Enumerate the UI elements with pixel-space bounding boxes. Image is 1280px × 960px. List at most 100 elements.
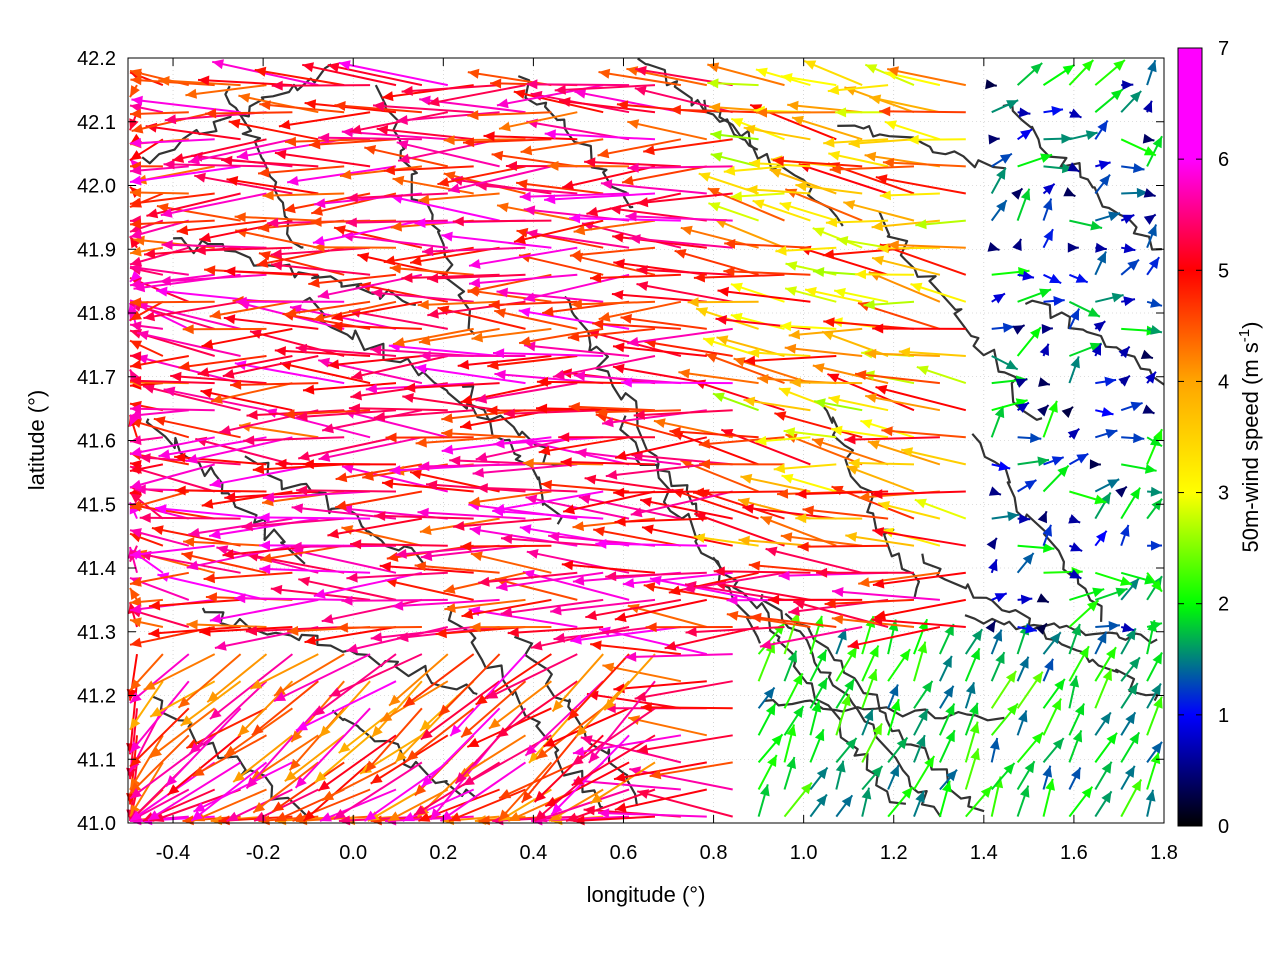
wind-vector <box>348 309 448 330</box>
wind-vector-head <box>710 130 722 141</box>
wind-vector-head <box>271 260 283 271</box>
wind-vector-head <box>230 379 242 390</box>
wind-vector-head <box>965 682 976 695</box>
wind-vector-head <box>588 751 600 763</box>
wind-vector-head <box>383 255 396 266</box>
wind-vector-head <box>730 312 743 323</box>
wind-vector-head <box>812 363 825 373</box>
wind-vector-head <box>1130 401 1143 412</box>
wind-vector <box>795 184 863 195</box>
wind-vector-head <box>475 181 488 191</box>
wind-vector <box>578 496 682 520</box>
wind-vector-head <box>583 805 595 816</box>
wind-vector-head <box>253 802 266 813</box>
wind-vector-head <box>554 84 566 95</box>
wind-vector-head <box>1150 436 1162 447</box>
wind-vector <box>523 273 630 301</box>
wind-vector <box>302 382 397 392</box>
wind-vector-head <box>612 363 625 374</box>
wind-vector-head <box>988 134 1000 145</box>
wind-vector <box>197 355 293 376</box>
wind-vector-head <box>467 737 480 747</box>
wind-vector <box>341 234 448 249</box>
wind-vector <box>788 327 863 337</box>
wind-vector-head <box>605 571 617 582</box>
wind-vector-head <box>1019 513 1031 524</box>
wind-vector-head <box>204 265 216 276</box>
wind-vector-head <box>827 373 840 383</box>
wind-vector-head <box>1019 656 1029 669</box>
wind-vector-head <box>1043 542 1055 553</box>
wind-vector-head <box>795 181 807 192</box>
wind-vector-head <box>311 206 323 216</box>
wind-vector-head <box>915 219 927 230</box>
wind-vector-head <box>731 118 744 128</box>
wind-vector <box>274 151 371 168</box>
wind-vector <box>492 352 604 357</box>
wind-vector-head <box>460 394 473 405</box>
wind-vector <box>749 615 837 628</box>
wind-vector-head <box>435 628 447 639</box>
wind-vector-head <box>130 804 140 817</box>
wind-vector-head <box>389 263 402 274</box>
wind-vector-head <box>1085 130 1098 140</box>
wind-vector-head <box>462 775 475 786</box>
wind-vector <box>279 362 371 385</box>
wind-vector <box>167 734 242 796</box>
wind-vector <box>799 246 889 276</box>
wind-vector-head <box>144 248 156 259</box>
wind-vector-head <box>748 560 761 571</box>
wind-vector-head <box>653 418 666 428</box>
wind-vector-head <box>887 66 899 77</box>
wind-vector <box>417 192 500 202</box>
wind-vector-head <box>1041 324 1053 334</box>
wind-vector <box>797 544 889 548</box>
y-tick-label: 41.2 <box>77 686 116 708</box>
y-tick-label: 42.1 <box>77 112 116 134</box>
wind-vector-head <box>450 724 462 736</box>
wind-vector <box>500 537 604 547</box>
wind-vector-head <box>843 200 856 210</box>
wind-vector-head <box>438 704 451 716</box>
wind-vector <box>249 330 345 357</box>
wind-vector-head <box>698 172 711 182</box>
wind-vector-head <box>1122 622 1134 633</box>
wind-vector-head <box>523 292 536 303</box>
wind-vector-head <box>146 208 159 219</box>
wind-vector-head <box>348 403 360 414</box>
wind-vector <box>336 626 422 629</box>
wind-vector-head <box>1150 540 1162 551</box>
wind-vector-head <box>414 561 426 572</box>
wind-vector <box>178 355 267 369</box>
wind-vector-head <box>845 738 857 750</box>
wind-vector-head <box>1036 593 1049 603</box>
wind-vector-head <box>595 407 607 417</box>
wind-vector <box>437 165 526 186</box>
colorbar-ticks: 0 1 2 3 4 5 6 7 <box>1178 38 1229 838</box>
wind-vector-head <box>290 541 302 552</box>
wind-vector-head <box>750 612 762 623</box>
wind-vector-head <box>389 465 401 476</box>
wind-vector-head <box>1143 214 1156 225</box>
wind-vector-head <box>620 313 632 324</box>
wind-vector-head <box>685 626 697 637</box>
wind-vector <box>405 707 475 762</box>
wind-vector-head <box>130 197 142 208</box>
wind-vector-head <box>1108 211 1121 222</box>
wind-vector <box>595 413 682 439</box>
wind-vector-head <box>1087 307 1100 317</box>
wind-vector-head <box>749 158 761 169</box>
wind-vector <box>538 436 630 454</box>
wind-vector-head <box>622 175 634 186</box>
wind-vector-head <box>209 478 222 488</box>
wind-vector <box>129 407 215 412</box>
wind-vector-head <box>130 479 142 490</box>
wind-vector-head <box>1110 89 1123 101</box>
wind-vector-head <box>989 738 1000 750</box>
wind-vector-head <box>1152 136 1162 149</box>
wind-vector <box>417 300 500 307</box>
wind-vector-head <box>318 780 331 791</box>
wind-vector <box>871 490 966 496</box>
wind-vector <box>396 141 500 168</box>
wind-vector-head <box>216 545 229 555</box>
